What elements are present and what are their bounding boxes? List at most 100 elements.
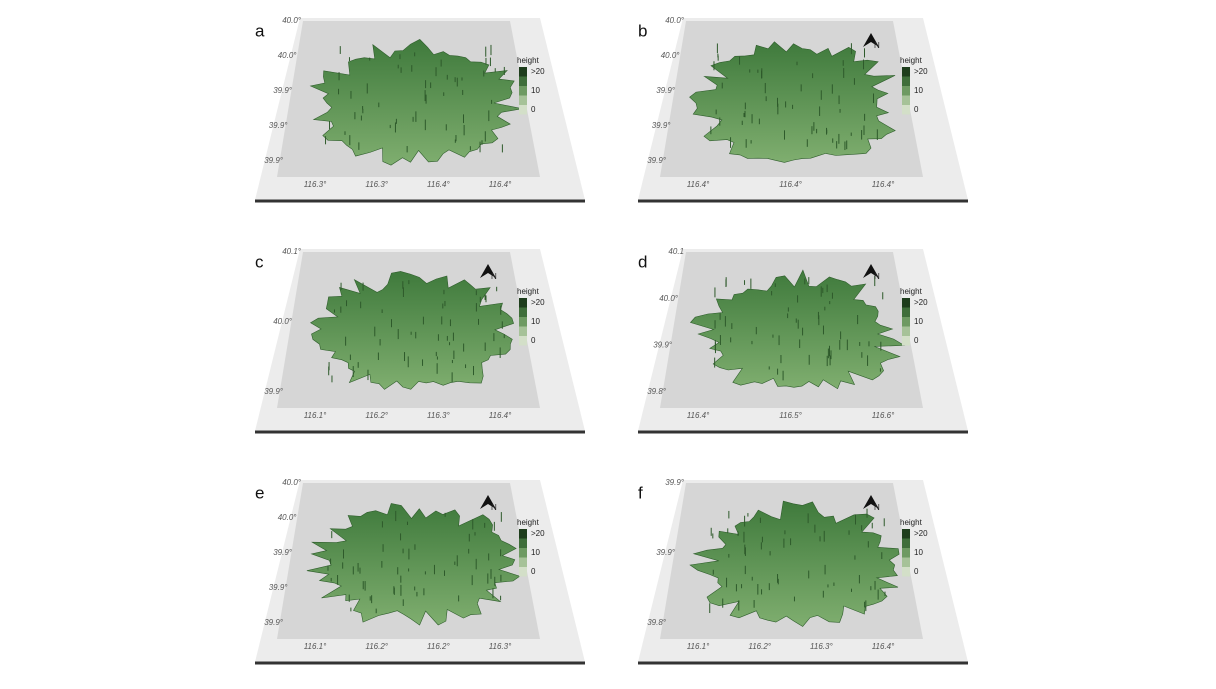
x-tick-label: 116.4° [872,642,895,651]
north-arrow [863,495,879,509]
legend-swatch [902,307,910,317]
legend-label: 0 [531,567,536,576]
panel-letter: f [638,483,643,502]
x-tick-label: 116.6° [872,411,895,420]
height-surface [310,271,514,390]
legend-label: 0 [914,336,919,345]
x-tick-label: 116.1° [304,411,327,420]
legend-label: 10 [914,317,923,326]
north-label: N [874,41,880,50]
x-tick-label: 116.4° [779,180,802,189]
legend-swatch [902,567,910,577]
legend-swatch [519,76,527,86]
y-tick-label: 39.9° [269,121,289,130]
legend-swatch [519,538,527,548]
legend-label: 0 [531,336,536,345]
y-tick-label: 40.0° [282,478,302,487]
y-tick-label: 39.8° [647,387,667,396]
y-tick-label: 39.9° [264,618,284,627]
x-tick-label: 116.3° [365,180,388,189]
legend-swatch [519,95,527,105]
legend-title: height [517,518,540,527]
legend-swatch [902,298,910,308]
y-tick-label: 39.9° [264,156,284,165]
y-tick-label: 39.9° [665,478,685,487]
legend-swatch [519,86,527,96]
north-label: N [491,503,497,512]
x-tick-label: 116.3° [304,180,327,189]
y-tick-label: 40.0° [659,294,679,303]
legend-swatch [902,529,910,539]
legend-label: >20 [914,529,928,538]
north-label: N [874,503,880,512]
legend-title: height [517,56,540,65]
legend-label: 0 [914,105,919,114]
x-tick-label: 116.3° [810,642,833,651]
x-tick-label: 116.4° [489,180,512,189]
legend-label: >20 [531,298,545,307]
north-arrow [863,264,879,278]
legend-swatch [902,86,910,96]
panel-letter: b [638,21,647,40]
legend-title: height [517,287,540,296]
legend-swatch [519,105,527,115]
legend-label: 0 [531,105,536,114]
y-tick-label: 40.0° [278,513,298,522]
y-tick-label: 39.9° [273,86,293,95]
x-tick-label: 116.3° [489,642,512,651]
x-tick-label: 116.2° [427,642,450,651]
y-tick-label: 39.8° [647,618,667,627]
y-tick-label: 39.9° [269,583,289,592]
legend-swatch [902,76,910,86]
panel-letter: d [638,252,647,271]
legend-swatch [519,298,527,308]
north-arrow [480,264,496,278]
y-tick-label: 40.0° [278,51,298,60]
y-tick-label: 40.0° [273,317,293,326]
legend-title: height [900,56,923,65]
legend-swatch [902,105,910,115]
legend-label: 10 [531,548,540,557]
legend-swatch [519,548,527,558]
legend-title: height [900,287,923,296]
legend-swatch [519,326,527,336]
y-tick-label: 39.9° [647,156,667,165]
legend-label: 10 [914,548,923,557]
y-tick-label: 40.0° [665,16,685,25]
x-tick-label: 116.2° [365,642,388,651]
legend-title: height [900,518,923,527]
y-tick-label: 40.0° [282,16,302,25]
map-panel: b 40.0° 40.0° 39.9° 39.9° 39.9° 116.4° 116.4° 11… [638,16,968,203]
y-tick-label: 39.9° [656,548,676,557]
y-tick-label: 40.0° [661,51,681,60]
x-tick-label: 116.4° [489,411,512,420]
panel-letter: a [255,21,265,40]
north-label: N [874,272,880,281]
legend-label: 10 [914,86,923,95]
x-tick-label: 116.4° [687,180,710,189]
north-arrow [863,33,879,47]
legend-swatch [519,317,527,327]
legend-swatch [519,567,527,577]
legend-swatch [902,548,910,558]
x-tick-label: 116.1° [304,642,327,651]
y-tick-label: 40.1 [668,247,684,256]
map-panel: a 40.0° 40.0° 39.9° 39.9° 39.9° 116.3° 116.3° 11… [255,16,585,203]
x-tick-label: 116.2° [748,642,771,651]
map-panel: d 40.1 40.0° 39.9° 39.8° 116.4° 116.5° 116.6° he… [638,247,968,434]
north-label: N [491,272,497,281]
y-tick-label: 39.9° [653,340,673,349]
north-arrow [480,495,496,509]
y-tick-label: 39.9° [273,548,293,557]
map-panel: e 40.0° 40.0° 39.9° 39.9° 39.9° 116.1° 116.2° 11… [255,478,585,665]
legend-label: >20 [531,67,545,76]
legend-label: 10 [531,86,540,95]
x-tick-label: 116.4° [427,180,450,189]
legend-swatch [902,95,910,105]
height-surface [309,39,523,166]
legend-swatch [519,557,527,567]
legend-label: >20 [914,67,928,76]
height-surface [689,500,900,627]
map-panel: c 40.1° 40.0° 39.9° 116.1° 116.2° 116.3° 116.4°… [255,247,585,434]
